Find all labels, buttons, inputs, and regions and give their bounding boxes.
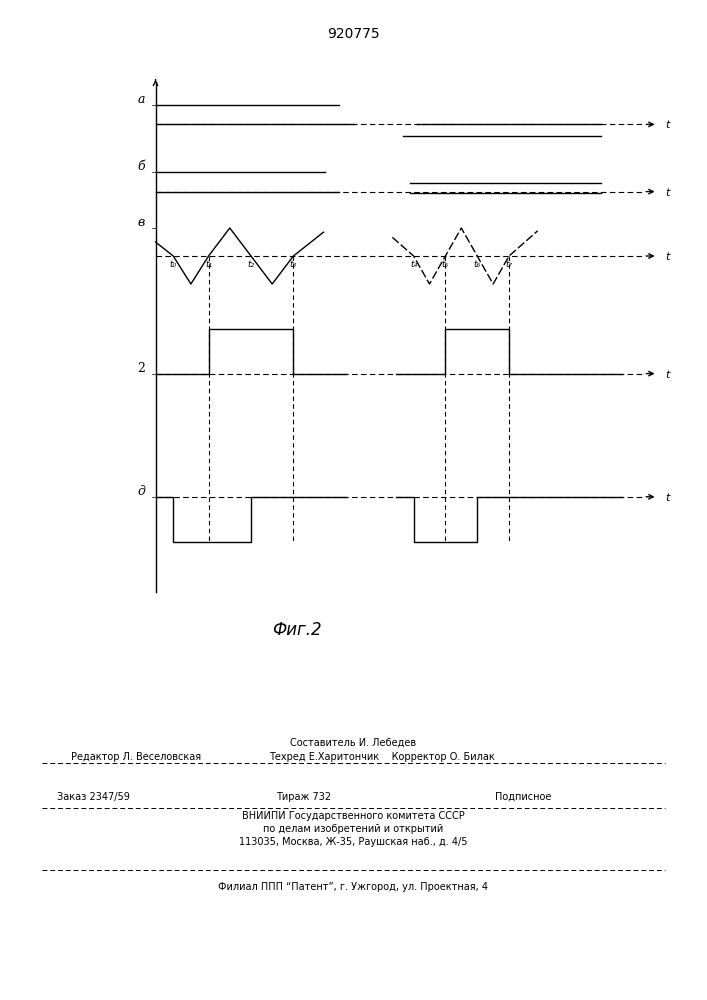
- Text: a: a: [137, 93, 145, 106]
- Text: t₂: t₂: [247, 260, 255, 269]
- Text: 2: 2: [137, 361, 145, 374]
- Text: б: б: [137, 160, 145, 173]
- Text: t₄: t₄: [410, 260, 417, 269]
- Text: $t$: $t$: [665, 186, 671, 198]
- Text: Тираж 732: Тираж 732: [276, 792, 332, 802]
- Text: $t$: $t$: [665, 491, 671, 503]
- Text: Подписное: Подписное: [495, 792, 551, 802]
- Text: $t$: $t$: [665, 368, 671, 380]
- Text: t₆: t₆: [474, 260, 481, 269]
- Text: по делам изобретений и открытий: по делам изобретений и открытий: [264, 824, 443, 834]
- Text: 920775: 920775: [327, 27, 380, 41]
- Text: Редактор Л. Веселовская: Редактор Л. Веселовская: [71, 752, 201, 762]
- Text: Заказ 2347/59: Заказ 2347/59: [57, 792, 129, 802]
- Text: $t$: $t$: [665, 250, 671, 262]
- Text: 113035, Москва, Ж-35, Раушская наб., д. 4/5: 113035, Москва, Ж-35, Раушская наб., д. …: [239, 837, 468, 847]
- Text: $t$: $t$: [665, 118, 671, 130]
- Text: Фиг.2: Фиг.2: [272, 621, 322, 639]
- Text: Филиал ППП “Патент”, г. Ужгород, ул. Проектная, 4: Филиал ППП “Патент”, г. Ужгород, ул. Про…: [218, 882, 489, 892]
- Text: ВНИИПИ Государственного комитета СССР: ВНИИПИ Государственного комитета СССР: [242, 811, 465, 821]
- Text: t₃: t₃: [290, 260, 297, 269]
- Text: Составитель И. Лебедев: Составитель И. Лебедев: [291, 738, 416, 748]
- Text: t₇: t₇: [506, 260, 513, 269]
- Text: t₁: t₁: [205, 260, 212, 269]
- Text: t₀: t₀: [170, 260, 177, 269]
- Text: в: в: [138, 216, 145, 229]
- Text: Техред Е.Харитончик    Корректор О. Билак: Техред Е.Харитончик Корректор О. Билак: [269, 752, 494, 762]
- Text: t₅: t₅: [442, 260, 449, 269]
- Text: д: д: [137, 485, 145, 498]
